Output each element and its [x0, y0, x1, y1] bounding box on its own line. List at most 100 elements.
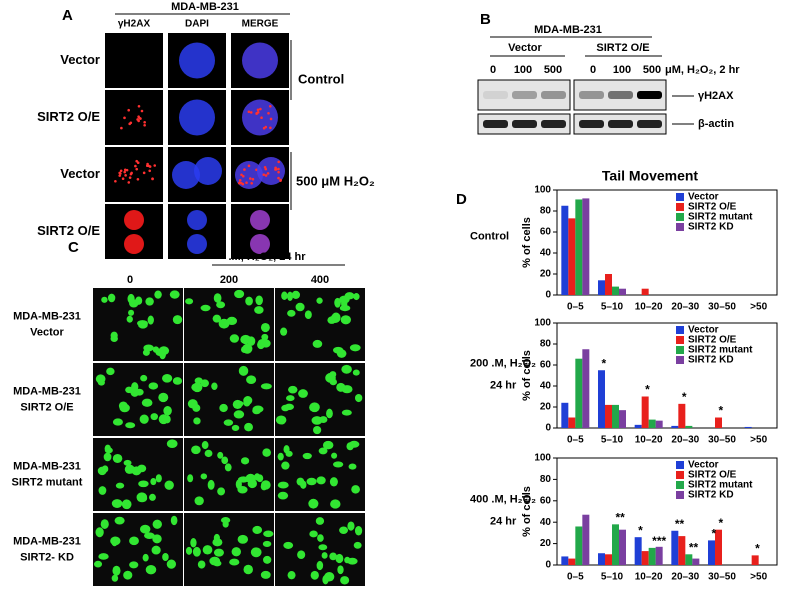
- comet: [185, 546, 193, 555]
- foci: [241, 174, 245, 178]
- bar: [678, 536, 686, 565]
- row-label: SIRT2- KD: [20, 551, 74, 563]
- comet: [238, 365, 249, 376]
- bar: [612, 286, 619, 295]
- comet: [316, 476, 326, 485]
- bar: [751, 555, 759, 565]
- bar: [634, 424, 642, 428]
- comet: [129, 561, 139, 569]
- comet: [204, 449, 213, 458]
- foci: [240, 173, 243, 177]
- comet: [152, 534, 162, 544]
- foci: [118, 171, 121, 175]
- bar: [655, 420, 663, 428]
- foci: [255, 112, 258, 115]
- comet: [223, 419, 234, 426]
- comet: [331, 452, 338, 459]
- comet: [252, 525, 263, 534]
- bar: [561, 205, 569, 295]
- foci: [247, 110, 251, 114]
- bar: [655, 546, 663, 565]
- comet: [135, 296, 143, 305]
- comet: [229, 558, 240, 566]
- y-tick-label: 100: [534, 453, 551, 464]
- comet: [296, 477, 305, 486]
- comet: [202, 545, 213, 555]
- comet: [212, 538, 223, 547]
- comet: [317, 534, 324, 542]
- comet: [287, 291, 294, 301]
- x-tick-label: 5–10: [601, 435, 624, 446]
- comet: [329, 371, 337, 378]
- foci: [114, 179, 117, 183]
- comet: [260, 383, 272, 390]
- treatment: .M, H₂O₂, 24 hr: [228, 251, 306, 263]
- comet: [150, 413, 159, 421]
- comet: [245, 473, 256, 484]
- nucleus: [179, 42, 215, 79]
- row-label: MDA-MB-231: [13, 310, 81, 322]
- comet: [237, 534, 249, 544]
- comet: [226, 316, 238, 326]
- foci: [269, 104, 272, 108]
- legend-swatch: [676, 481, 684, 489]
- comet: [151, 545, 161, 555]
- comet: [275, 415, 287, 425]
- x-tick-label: 10–20: [635, 302, 663, 313]
- foci: [134, 164, 137, 168]
- comet: [136, 492, 148, 503]
- bar: [641, 396, 649, 428]
- comet: [340, 576, 350, 585]
- x-tick-label: 10–20: [635, 572, 663, 583]
- band: [637, 120, 662, 128]
- panel-label: A: [62, 7, 73, 24]
- band: [512, 91, 537, 99]
- significance-mark: *: [719, 404, 724, 418]
- comet: [125, 386, 134, 394]
- comet: [240, 346, 248, 353]
- legend-swatch: [676, 471, 684, 479]
- lane-label: 500: [643, 64, 661, 76]
- comet: [216, 301, 226, 309]
- comet: [213, 293, 222, 303]
- legend-swatch: [676, 223, 684, 231]
- comet: [185, 298, 194, 305]
- comet: [217, 487, 226, 496]
- comet: [219, 403, 228, 413]
- comet: [190, 537, 197, 548]
- bar: [708, 540, 715, 565]
- comet: [347, 521, 355, 531]
- comet: [255, 295, 263, 306]
- foci: [148, 169, 152, 173]
- micrograph: [105, 90, 163, 145]
- comet: [187, 399, 198, 409]
- bar: [598, 370, 605, 428]
- comet: [313, 425, 322, 435]
- legend-label: Vector: [688, 460, 719, 471]
- comet: [306, 477, 317, 486]
- y-tick-label: 100: [534, 185, 551, 196]
- foci: [153, 164, 157, 167]
- foci: [279, 179, 282, 182]
- foci: [277, 160, 281, 164]
- condition-label: 24 hr: [490, 515, 517, 527]
- comet: [237, 485, 248, 494]
- comet: [148, 382, 159, 390]
- comet: [94, 560, 103, 568]
- band: [579, 120, 604, 128]
- comet: [139, 414, 149, 424]
- foci: [143, 123, 146, 127]
- comet: [110, 536, 121, 546]
- group-label: Vector: [508, 42, 542, 54]
- row-label: Vector: [30, 326, 64, 338]
- comet: [101, 296, 108, 303]
- comet: [298, 389, 308, 398]
- foci: [143, 120, 146, 124]
- foci: [151, 177, 154, 181]
- comet: [123, 570, 133, 580]
- comet: [213, 548, 224, 557]
- micrograph: [105, 147, 163, 202]
- nucleus: [187, 234, 207, 254]
- comet: [212, 314, 222, 323]
